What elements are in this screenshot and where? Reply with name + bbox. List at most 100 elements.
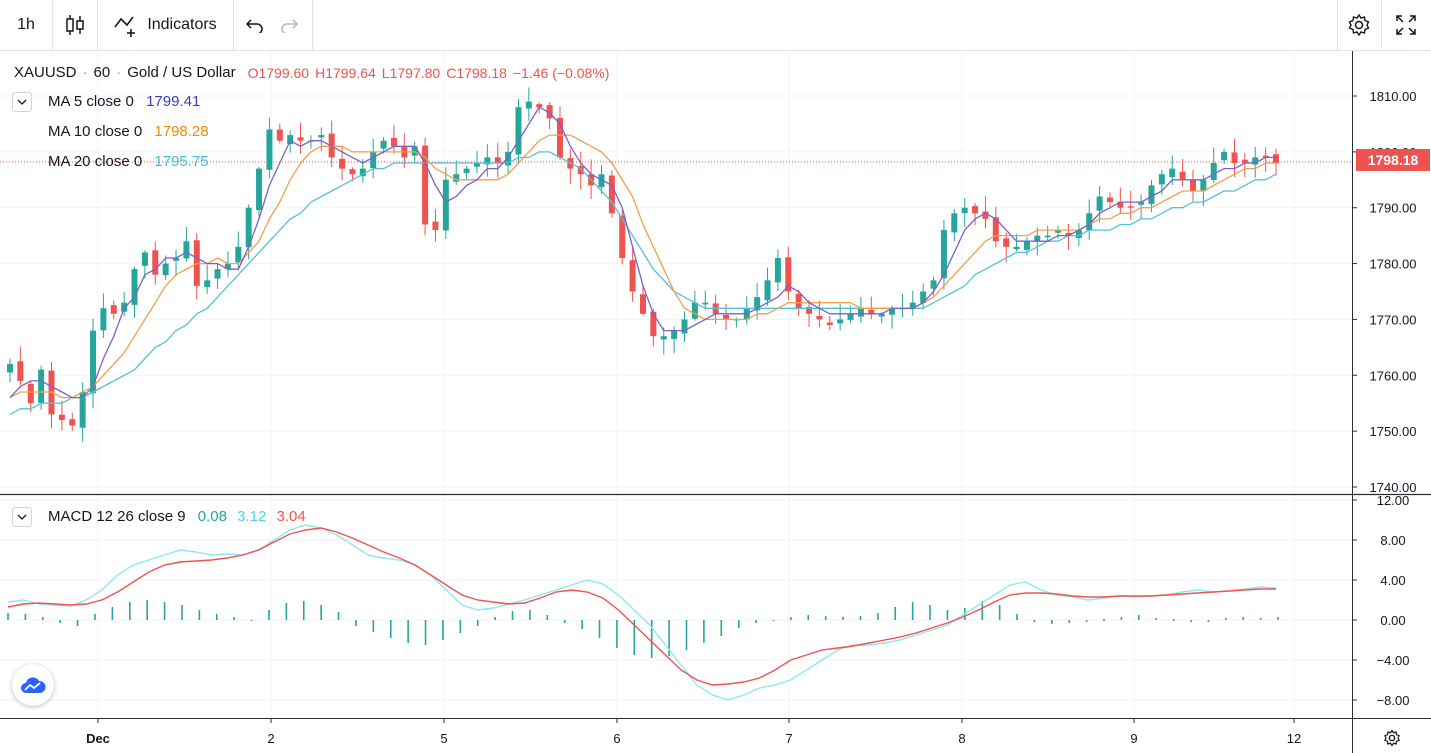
chart-type-button[interactable] bbox=[53, 0, 97, 50]
collapse-legend-button[interactable] bbox=[12, 92, 32, 112]
ma10-legend[interactable]: MA 10 close 0 1798.28 bbox=[48, 123, 209, 140]
ma10-label: MA 10 close 0 bbox=[48, 123, 143, 140]
legend-dot: · bbox=[116, 64, 122, 81]
candle-body bbox=[972, 206, 979, 214]
candle-body bbox=[795, 293, 802, 309]
interval-button[interactable]: 1h bbox=[0, 0, 52, 50]
candle-body bbox=[930, 280, 937, 289]
ma20-label: MA 20 close 0 bbox=[48, 153, 143, 170]
candle-body bbox=[837, 319, 844, 324]
fullscreen-button[interactable] bbox=[1382, 0, 1430, 50]
ma20-legend[interactable]: MA 20 close 0 1795.75 bbox=[48, 153, 209, 170]
candle-body bbox=[473, 163, 480, 167]
symbol-name[interactable]: XAUUSD bbox=[14, 64, 77, 81]
candle-body bbox=[1044, 235, 1051, 238]
candle-body bbox=[38, 369, 45, 403]
candle-body bbox=[608, 175, 615, 214]
macd-signal-value: 3.04 bbox=[276, 508, 306, 525]
candle-body bbox=[992, 217, 999, 242]
candle-body bbox=[982, 211, 989, 219]
toolbar-divider bbox=[233, 0, 234, 50]
candle-body bbox=[1003, 238, 1010, 247]
time-tick-label: 12 bbox=[1287, 731, 1301, 746]
price-tick-label: 1750.00 bbox=[1370, 424, 1417, 439]
cloud-logo-icon bbox=[21, 677, 46, 693]
candle-body bbox=[691, 302, 698, 319]
candle-body bbox=[764, 280, 771, 301]
price-tick-label: 1780.00 bbox=[1370, 257, 1417, 272]
candles-icon bbox=[66, 15, 84, 35]
settings-button[interactable] bbox=[1338, 0, 1380, 50]
candle-body bbox=[723, 314, 730, 320]
gear-icon bbox=[1348, 13, 1370, 37]
candle-body bbox=[1055, 230, 1062, 233]
candle-body bbox=[868, 309, 875, 314]
toolbar-divider bbox=[52, 0, 53, 50]
candle-body bbox=[131, 269, 138, 305]
candle-body bbox=[152, 250, 159, 275]
candle-body bbox=[847, 313, 854, 320]
candle-body bbox=[69, 419, 76, 426]
candle-body bbox=[256, 168, 263, 211]
candle-body bbox=[1262, 155, 1269, 158]
candle-body bbox=[245, 207, 252, 248]
candle-body bbox=[287, 135, 294, 145]
candle-body bbox=[629, 260, 636, 292]
candle-body bbox=[598, 174, 605, 188]
undo-button[interactable] bbox=[240, 0, 270, 50]
macd-hist-value: 0.08 bbox=[197, 508, 227, 525]
candle-body bbox=[640, 294, 646, 314]
candle-body bbox=[619, 215, 626, 258]
axis-settings-button[interactable] bbox=[1380, 727, 1404, 749]
candle-body bbox=[173, 257, 180, 261]
candle-body bbox=[536, 104, 543, 108]
time-tick-label: Dec bbox=[86, 731, 110, 746]
candle-body bbox=[1138, 202, 1145, 205]
indicators-icon bbox=[114, 16, 136, 37]
fullscreen-icon bbox=[1396, 15, 1416, 35]
candle-body bbox=[1034, 235, 1041, 242]
candle-body bbox=[1273, 154, 1279, 164]
macd-label: MACD 12 26 close 9 bbox=[48, 508, 186, 525]
ma5-value: 1799.41 bbox=[146, 93, 201, 110]
candle-body bbox=[1231, 152, 1238, 164]
candle-body bbox=[909, 302, 916, 310]
ma5-legend[interactable]: MA 5 close 0 1799.41 bbox=[48, 93, 200, 110]
candle-body bbox=[774, 257, 781, 283]
candle-body bbox=[681, 319, 688, 334]
candle-body bbox=[940, 230, 947, 279]
collapse-macd-button[interactable] bbox=[12, 507, 32, 527]
candle-body bbox=[214, 269, 221, 279]
candle-body bbox=[546, 105, 553, 119]
ma5-label: MA 5 close 0 bbox=[48, 93, 134, 110]
candle-body bbox=[453, 174, 460, 182]
candle-body bbox=[359, 168, 366, 177]
candle-body bbox=[1106, 197, 1113, 203]
redo-button[interactable] bbox=[274, 0, 304, 50]
last-price-label: 1798.18 bbox=[1356, 149, 1430, 171]
candle-body bbox=[525, 101, 532, 109]
price-tick-label: 1770.00 bbox=[1370, 312, 1417, 327]
candle-body bbox=[920, 291, 927, 304]
candle-body bbox=[1210, 163, 1217, 181]
ohlc-open: O1799.60 bbox=[247, 64, 310, 81]
candle-body bbox=[1096, 196, 1103, 211]
candle-body bbox=[515, 107, 522, 155]
time-tick-label: 2 bbox=[267, 731, 274, 746]
tradingview-logo[interactable] bbox=[12, 664, 54, 706]
indicators-button[interactable]: Indicators bbox=[98, 0, 232, 50]
interval-label: 1h bbox=[17, 16, 35, 33]
candle-body bbox=[411, 146, 418, 156]
toolbar-divider bbox=[97, 0, 98, 50]
ma10-line bbox=[9, 134, 1276, 399]
candle-body bbox=[826, 322, 833, 326]
macd-legend[interactable]: MACD 12 26 close 9 0.08 3.12 3.04 bbox=[48, 508, 306, 525]
macd-line-value: 3.12 bbox=[237, 508, 267, 525]
ohlc-high: H1799.64 bbox=[315, 64, 376, 81]
candle-body bbox=[266, 129, 273, 170]
candle-body bbox=[17, 361, 24, 381]
signal-line bbox=[7, 527, 1276, 686]
symbol-interval: 60 bbox=[93, 64, 111, 81]
